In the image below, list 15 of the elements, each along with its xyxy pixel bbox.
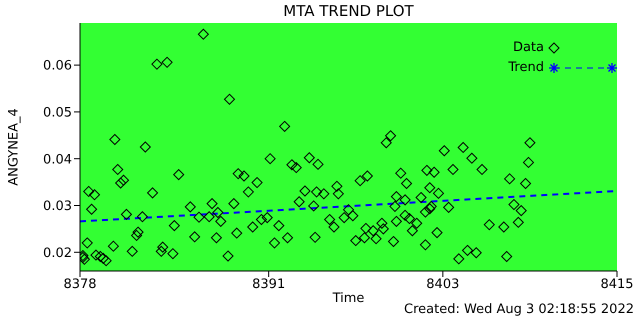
legend-label: Data <box>512 39 544 57</box>
y-tick-label: 0.03 <box>43 199 72 214</box>
x-tick-label: 8391 <box>252 277 286 292</box>
x-tick-label: 8378 <box>63 277 97 292</box>
chart-title: MTA TREND PLOT <box>282 2 415 20</box>
y-tick-label: 0.02 <box>43 246 72 261</box>
x-tick-label: 8415 <box>600 277 634 292</box>
y-tick-label: 0.04 <box>43 152 72 168</box>
legend-label: Trend <box>508 59 544 77</box>
y-tick-label: 0.05 <box>43 106 72 121</box>
y-tick-label: 0.06 <box>43 58 72 74</box>
x-tick-label: 8403 <box>426 277 460 292</box>
text: Created: Wed Aug 3 02:18:55 2022 <box>404 302 634 317</box>
y-axis-title: ANGYNEA_4 <box>6 108 22 186</box>
x-axis-title: Time <box>332 291 364 306</box>
